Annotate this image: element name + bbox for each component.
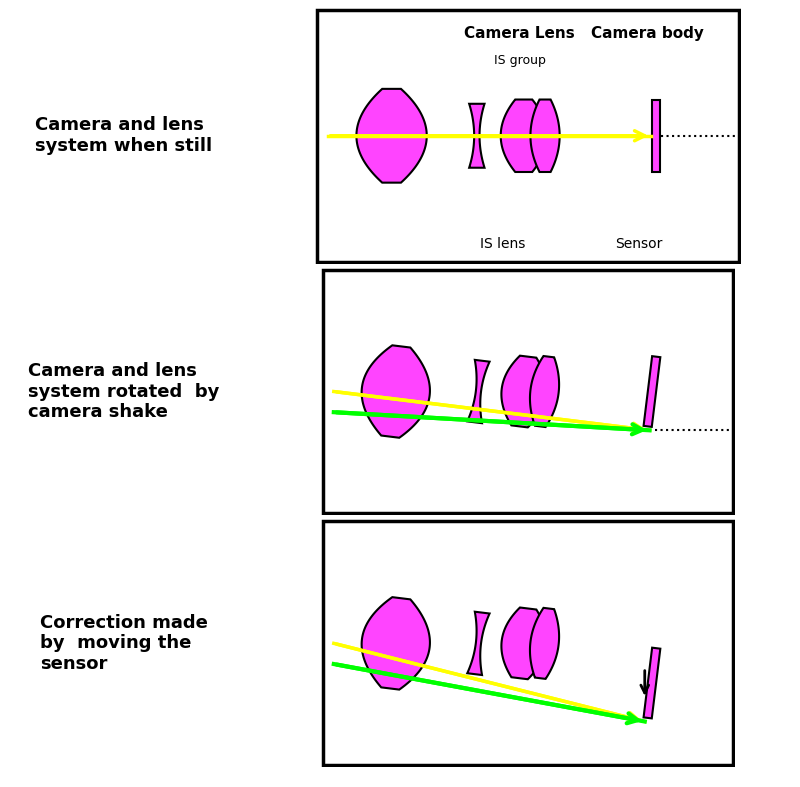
Polygon shape	[652, 99, 660, 172]
Polygon shape	[530, 356, 559, 427]
Polygon shape	[530, 99, 560, 172]
Polygon shape	[643, 357, 660, 427]
Polygon shape	[502, 356, 546, 427]
Polygon shape	[643, 648, 660, 719]
Polygon shape	[502, 608, 546, 679]
Polygon shape	[362, 345, 430, 438]
Text: Camera and lens
system when still: Camera and lens system when still	[35, 116, 213, 155]
Text: Sensor: Sensor	[615, 237, 662, 251]
Text: Camera body: Camera body	[591, 26, 704, 41]
Polygon shape	[530, 608, 559, 679]
Polygon shape	[469, 104, 485, 168]
Polygon shape	[362, 597, 430, 689]
Text: Correction made
by  moving the
sensor: Correction made by moving the sensor	[40, 614, 208, 673]
Polygon shape	[501, 99, 546, 172]
Text: Camera Lens: Camera Lens	[464, 26, 575, 41]
Polygon shape	[467, 360, 490, 423]
Text: IS group: IS group	[494, 54, 546, 67]
Polygon shape	[357, 89, 426, 183]
Text: IS lens: IS lens	[480, 237, 525, 251]
Text: Camera and lens
system rotated  by
camera shake: Camera and lens system rotated by camera…	[28, 362, 220, 421]
Polygon shape	[467, 611, 490, 675]
